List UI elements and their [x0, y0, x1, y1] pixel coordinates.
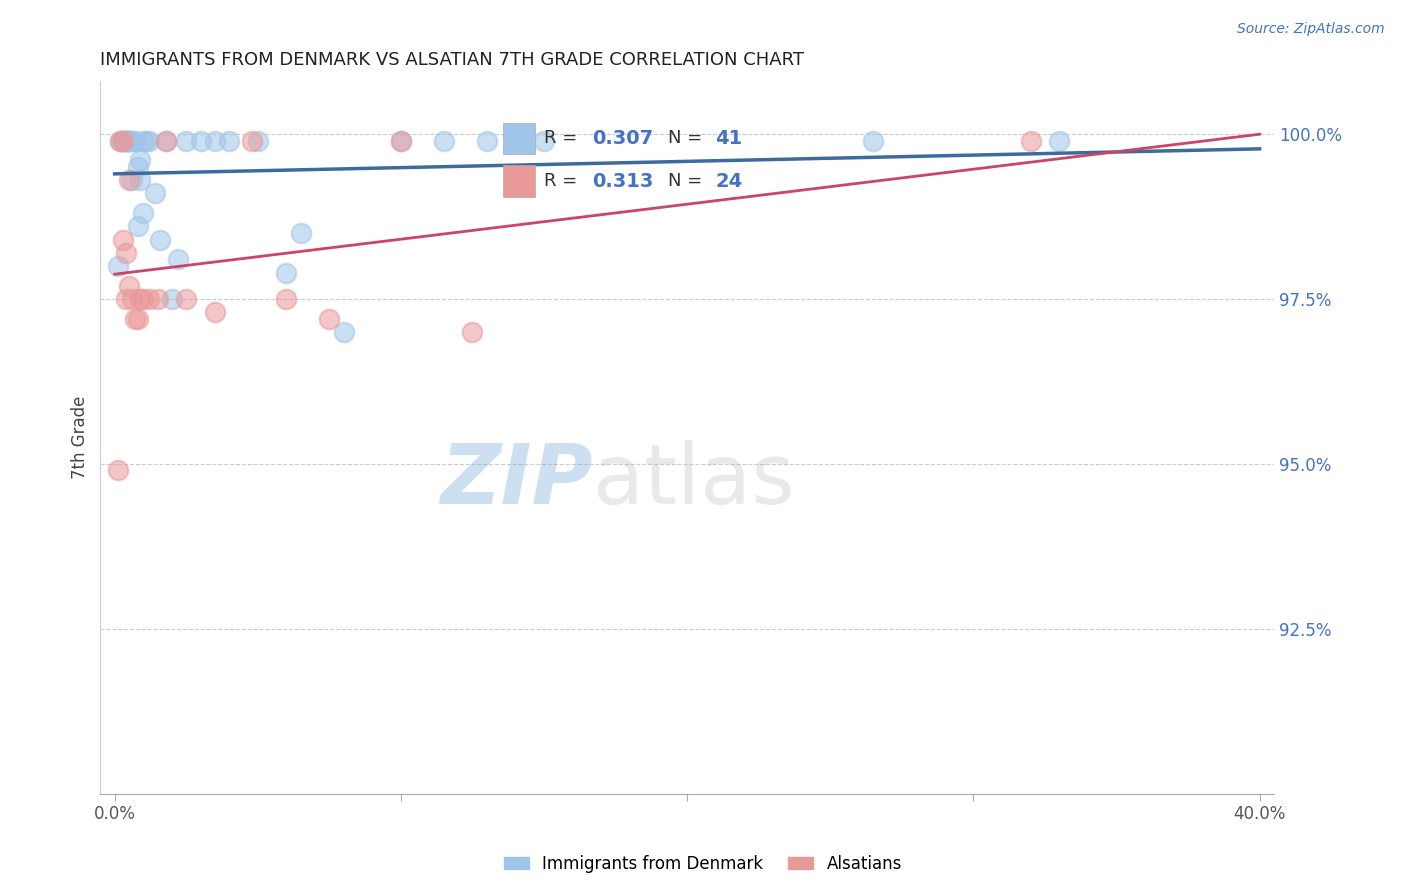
Text: atlas: atlas: [593, 440, 794, 521]
Point: [129, 153, 152, 168]
Point: [118, 134, 141, 148]
Point: [107, 463, 129, 477]
Point: [146, 292, 169, 306]
Point: [155, 134, 177, 148]
Point: [132, 206, 155, 220]
Point: [389, 134, 412, 148]
Legend: Immigrants from Denmark, Alsatians: Immigrants from Denmark, Alsatians: [498, 848, 908, 880]
Text: IMMIGRANTS FROM DENMARK VS ALSATIAN 7TH GRADE CORRELATION CHART: IMMIGRANTS FROM DENMARK VS ALSATIAN 7TH …: [100, 51, 804, 69]
Text: Source: ZipAtlas.com: Source: ZipAtlas.com: [1237, 22, 1385, 37]
Point: [127, 219, 149, 234]
Point: [124, 134, 146, 148]
Point: [190, 134, 212, 148]
Point: [332, 325, 354, 339]
Point: [218, 134, 240, 148]
Point: [127, 160, 149, 174]
Point: [475, 134, 498, 148]
Point: [121, 292, 143, 306]
Point: [318, 311, 340, 326]
Point: [240, 134, 263, 148]
Point: [115, 245, 138, 260]
Point: [132, 292, 155, 306]
Point: [149, 233, 172, 247]
Point: [107, 259, 129, 273]
Point: [121, 134, 143, 148]
Point: [290, 226, 312, 240]
Point: [143, 186, 166, 201]
Point: [138, 134, 160, 148]
Point: [862, 134, 884, 148]
Point: [1047, 134, 1070, 148]
Point: [112, 134, 135, 148]
Point: [118, 173, 141, 187]
Point: [121, 173, 143, 187]
Point: [110, 134, 132, 148]
Point: [129, 173, 152, 187]
Point: [174, 134, 197, 148]
Point: [276, 266, 298, 280]
Point: [115, 292, 138, 306]
Point: [204, 305, 226, 319]
Point: [115, 134, 138, 148]
Point: [533, 134, 555, 148]
Point: [112, 134, 135, 148]
Point: [118, 278, 141, 293]
Point: [129, 292, 152, 306]
Y-axis label: 7th Grade: 7th Grade: [72, 396, 89, 479]
Point: [461, 325, 484, 339]
Point: [138, 292, 160, 306]
Point: [118, 134, 141, 148]
Point: [112, 233, 135, 247]
Point: [124, 311, 146, 326]
Point: [204, 134, 226, 148]
Point: [246, 134, 269, 148]
Point: [132, 134, 155, 148]
Point: [276, 292, 298, 306]
Point: [135, 134, 157, 148]
Point: [115, 134, 138, 148]
Point: [174, 292, 197, 306]
Point: [112, 134, 135, 148]
Point: [118, 134, 141, 148]
Point: [155, 134, 177, 148]
Point: [433, 134, 456, 148]
Point: [389, 134, 412, 148]
Point: [115, 134, 138, 148]
Point: [1019, 134, 1042, 148]
Text: ZIP: ZIP: [440, 440, 593, 521]
Point: [110, 134, 132, 148]
Point: [160, 292, 183, 306]
Point: [127, 311, 149, 326]
Point: [166, 252, 188, 267]
Point: [118, 134, 141, 148]
